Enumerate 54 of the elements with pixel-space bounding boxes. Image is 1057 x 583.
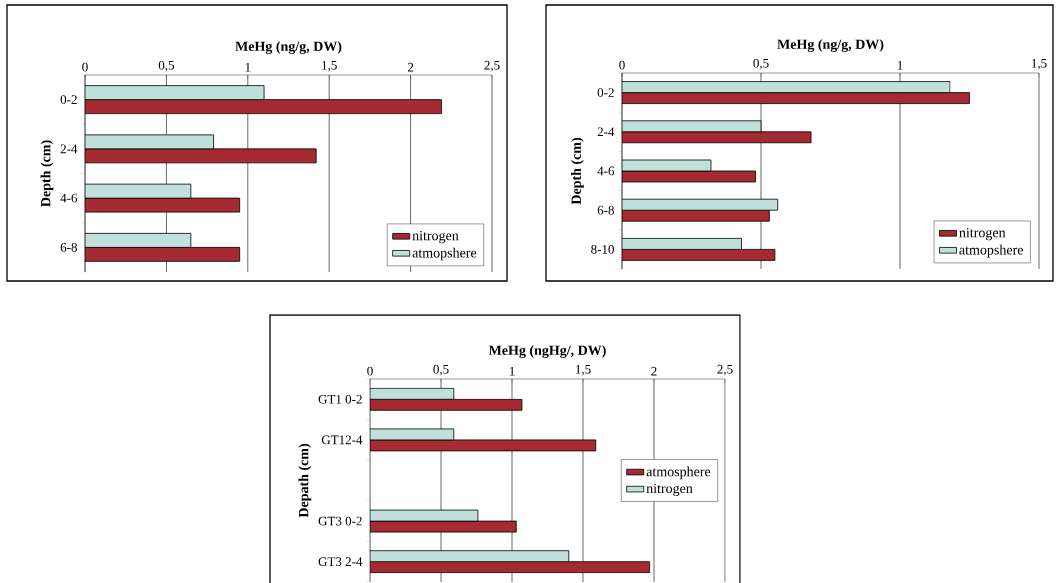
legend-label: atmopshere bbox=[412, 247, 477, 261]
x-tick-label: 0 bbox=[367, 366, 373, 376]
y-axis-title: Depath (cm) bbox=[298, 444, 312, 518]
y-axis-title: Depth (cm) bbox=[571, 138, 584, 205]
bar bbox=[85, 85, 265, 101]
bar bbox=[622, 237, 742, 250]
x-tick-label: 1 bbox=[509, 366, 515, 376]
x-tick-label: 1,5 bbox=[322, 60, 337, 72]
bar bbox=[622, 120, 762, 133]
x-tick-label: 0 bbox=[619, 60, 625, 70]
y-tick-label: 4-6 bbox=[597, 166, 615, 176]
x-tick-label: 2 bbox=[407, 62, 414, 72]
y-tick-label: 0-2 bbox=[597, 88, 614, 97]
bar bbox=[622, 92, 970, 104]
bar bbox=[622, 81, 951, 93]
x-tick-label: 0,5 bbox=[433, 364, 449, 376]
bar bbox=[85, 246, 241, 262]
x-axis-title: MeHg (ng/g, DW) bbox=[777, 39, 884, 52]
x-tick-label: 0,5 bbox=[753, 58, 769, 70]
legend-label: atmosphere bbox=[646, 466, 711, 480]
y-tick-label: 0-2 bbox=[60, 95, 77, 104]
x-tick-label: 2,5 bbox=[484, 60, 500, 72]
bar bbox=[85, 99, 442, 115]
x-tick-label: 1,5 bbox=[576, 364, 591, 376]
bar bbox=[370, 550, 570, 563]
y-tick-label: 8-10 bbox=[591, 245, 614, 254]
legend-label: nitrogen bbox=[412, 230, 459, 244]
x-tick-label: 0,5 bbox=[158, 60, 175, 72]
legend-label: atmopshere bbox=[959, 244, 1023, 258]
x-axis-title: MeHg (ng/g, DW) bbox=[235, 41, 342, 54]
bar bbox=[622, 209, 770, 222]
y-tick-label: GT3 0-2 bbox=[318, 516, 362, 526]
legend-label: nitrogen bbox=[959, 227, 1006, 241]
x-tick-label: 2,5 bbox=[717, 364, 733, 376]
y-axis-title: Depth (cm) bbox=[40, 140, 54, 207]
x-tick-label: 1 bbox=[245, 62, 251, 72]
bar bbox=[85, 232, 192, 248]
y-tick-label: 4-6 bbox=[60, 193, 78, 203]
y-tick-label: GT12-4 bbox=[321, 435, 363, 445]
bar bbox=[622, 131, 812, 144]
x-tick-label: 1 bbox=[897, 60, 903, 70]
y-tick-label: 6-8 bbox=[597, 205, 614, 215]
x-tick-label: 0 bbox=[82, 62, 88, 72]
x-axis-title: MeHg (ngHg/, DW) bbox=[488, 345, 606, 358]
bar bbox=[622, 198, 779, 211]
y-tick-label: GT1 0-2 bbox=[318, 394, 362, 404]
x-tick-label: 1,5 bbox=[1032, 58, 1047, 70]
y-tick-label: GT3 2-4 bbox=[318, 557, 363, 567]
y-tick-label: 2-4 bbox=[60, 144, 78, 154]
legend-label: nitrogen bbox=[646, 483, 693, 497]
y-tick-label: 6-8 bbox=[60, 242, 77, 252]
y-tick-label: 2-4 bbox=[597, 127, 615, 137]
bar bbox=[622, 248, 776, 261]
x-tick-label: 2 bbox=[651, 366, 657, 376]
